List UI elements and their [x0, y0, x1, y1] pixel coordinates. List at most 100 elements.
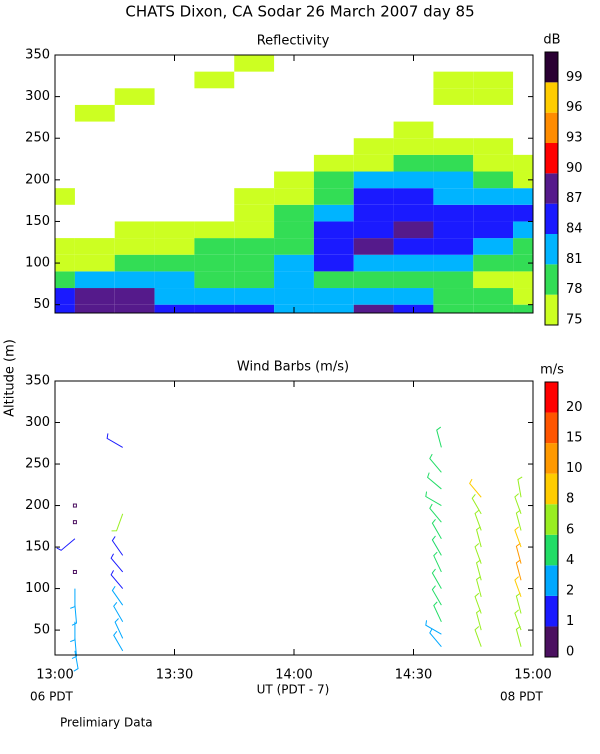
reflectivity-cell	[154, 288, 195, 305]
wind-barb	[515, 542, 522, 564]
reflectivity-cell	[513, 238, 533, 255]
reflectivity-cell	[154, 271, 195, 289]
colorbar-label: 93	[566, 131, 583, 146]
reflectivity-cell	[114, 254, 155, 272]
reflectivity-cell	[513, 188, 533, 205]
reflectivity-cell	[274, 254, 314, 272]
reflectivity-cell	[55, 188, 75, 205]
wind-barb	[431, 518, 442, 540]
wind-barb	[475, 609, 482, 631]
reflectivity-cell	[313, 238, 354, 255]
y-tick-label: 50	[33, 623, 50, 638]
calm-marker	[72, 569, 77, 574]
reflectivity-cell	[234, 271, 275, 289]
reflectivity-cell	[114, 271, 155, 289]
colorbar-label: 78	[566, 282, 583, 297]
wind-barb	[475, 559, 482, 581]
x-tick-label: 14:30	[395, 668, 432, 683]
colorbar-band	[545, 412, 558, 444]
colorbar-label: 2	[566, 583, 574, 598]
colorbar-band	[545, 112, 558, 143]
y-tick-label: 200	[25, 498, 50, 513]
colorbar-label: 87	[566, 191, 583, 206]
reflectivity-cell	[234, 238, 275, 255]
y-tick-label: 100	[25, 256, 50, 271]
y-tick-label: 200	[25, 172, 50, 187]
wind-barb	[431, 585, 442, 606]
reflectivity-cell	[473, 154, 514, 172]
reflectivity-cell	[393, 121, 434, 139]
reflectivity-cell	[55, 288, 75, 305]
reflectivity-cell	[234, 221, 275, 239]
reflectivity-cell	[473, 71, 514, 89]
reflectivity-cell	[313, 188, 354, 205]
reflectivity-cell	[313, 154, 354, 172]
reflectivity-cell	[274, 204, 314, 222]
wind-barb	[425, 491, 442, 506]
reflectivity-cell	[473, 204, 514, 222]
reflectivity-cell	[353, 288, 394, 305]
x-end-label: 08 PDT	[500, 690, 544, 704]
reflectivity-cell	[313, 271, 354, 289]
calm-marker	[72, 503, 77, 508]
colorbar-band	[545, 82, 558, 113]
reflectivity-cell	[274, 271, 314, 289]
colorbar-band	[545, 382, 558, 413]
reflectivity-cell	[114, 238, 155, 255]
reflectivity-cell	[313, 221, 354, 239]
reflectivity-cell	[114, 221, 155, 239]
colorbar-frame	[544, 381, 559, 658]
reflectivity-cell	[473, 288, 514, 305]
reflectivity-cell	[433, 188, 474, 205]
reflectivity-cell	[473, 171, 514, 189]
reflectivity-cell	[353, 188, 394, 205]
reflectivity-cell	[513, 288, 533, 305]
reflectivity-cell	[154, 221, 195, 239]
reflectivity-cell	[353, 254, 394, 272]
colorbar-band	[545, 234, 558, 265]
reflectivity-cell	[473, 238, 514, 255]
reflectivity-cell	[274, 171, 314, 189]
reflectivity-cell	[473, 138, 514, 155]
y-tick-label: 300	[25, 415, 50, 430]
reflectivity-cell	[234, 304, 275, 313]
colorbar-label: 84	[566, 222, 583, 237]
x-axis-label: UT (PDT - 7)	[257, 683, 330, 697]
reflectivity-cell	[513, 204, 533, 222]
x-tick-label: 13:00	[36, 668, 73, 683]
reflectivity-cell	[353, 154, 394, 172]
reflectivity-cell	[114, 88, 155, 105]
colorbar-label: 8	[566, 492, 574, 507]
x-tick-label: 13:30	[156, 668, 193, 683]
y-tick-label: 350	[25, 48, 50, 63]
reflectivity-cell	[433, 271, 474, 289]
reflectivity-cell	[513, 271, 533, 289]
x-tick-label: 15:00	[514, 668, 551, 683]
y-tick-label: 50	[33, 297, 50, 312]
wind-barb	[70, 621, 76, 643]
wind-barb	[514, 526, 522, 548]
reflectivity-cell	[353, 204, 394, 222]
wind-barb	[515, 625, 522, 647]
wind-barb	[111, 586, 124, 606]
wind-barb	[113, 601, 124, 623]
wind-barb	[469, 478, 482, 498]
wind-barb	[514, 609, 522, 631]
reflectivity-cell	[473, 271, 514, 289]
colorbar-label: 10	[566, 461, 583, 476]
reflectivity-cell	[473, 304, 514, 313]
colorbar-label: 96	[566, 100, 583, 115]
reflectivity-cell	[55, 304, 75, 313]
reflectivity-cell	[393, 271, 434, 289]
wind-barb	[113, 631, 124, 652]
reflectivity-cell	[74, 304, 115, 313]
reflectivity-cell	[393, 188, 434, 205]
wind-barb	[111, 536, 124, 556]
colorbar-band	[545, 52, 558, 83]
reflectivity-cell	[473, 188, 514, 205]
wind-barb	[474, 626, 482, 647]
reflectivity-cell	[433, 221, 474, 239]
colorbar-band	[545, 264, 558, 295]
wind-barb	[431, 568, 442, 589]
